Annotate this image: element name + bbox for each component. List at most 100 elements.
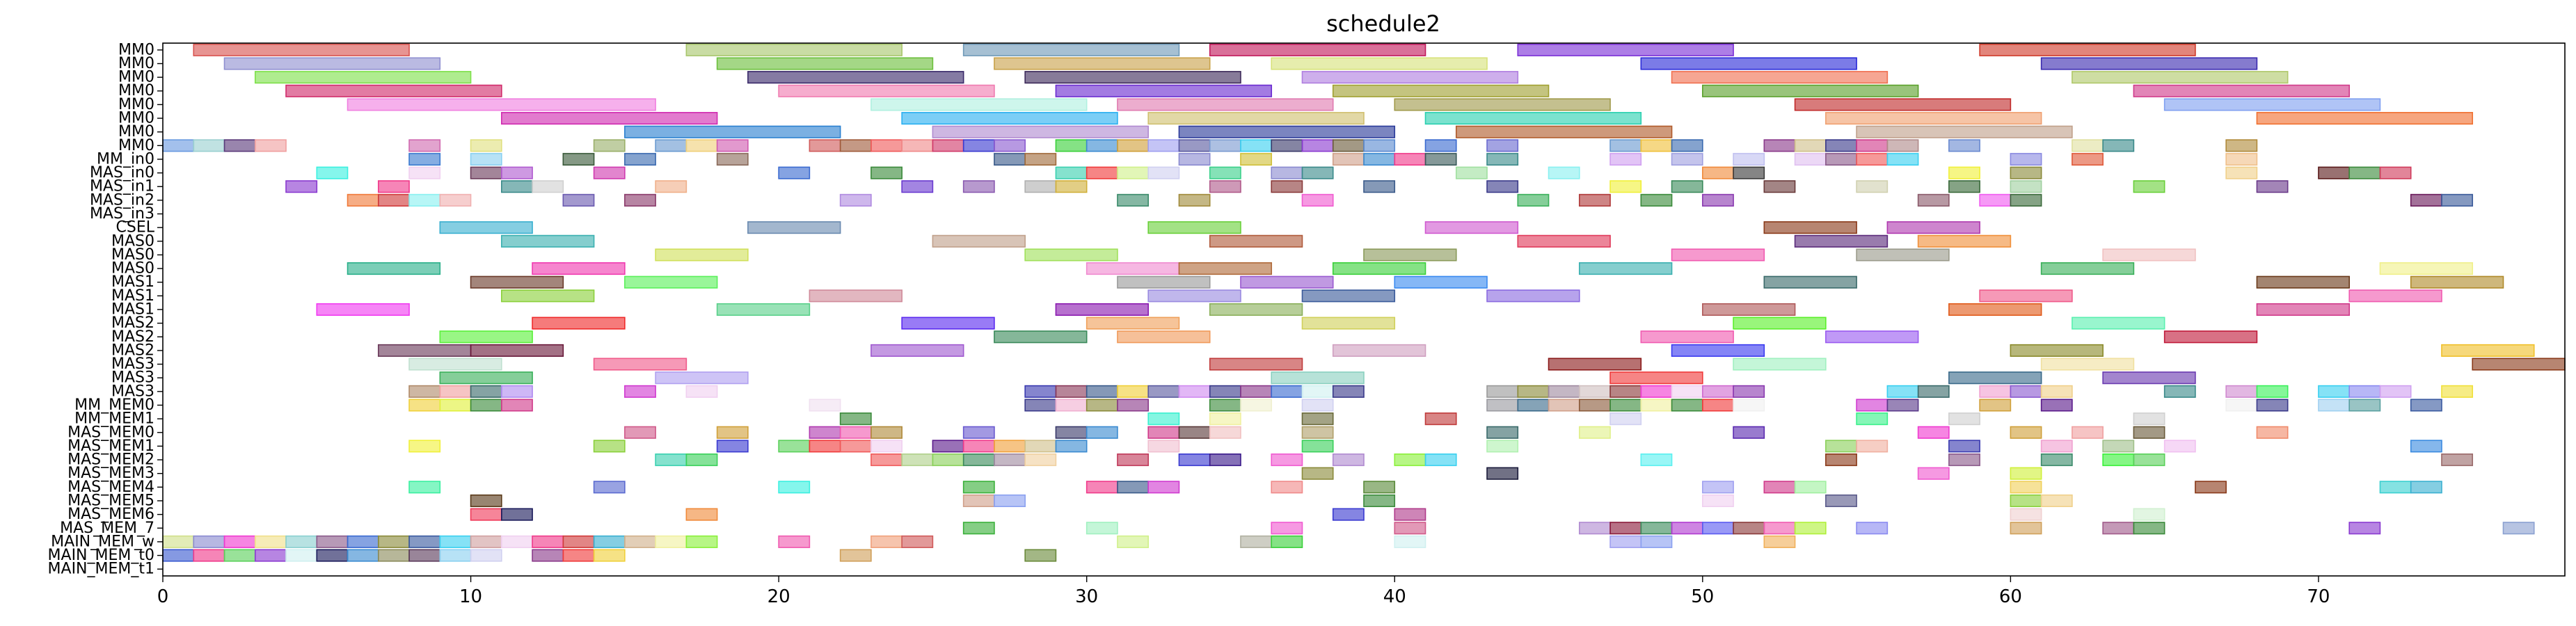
task-bar xyxy=(593,358,687,371)
row-label: MAS_MEM6 xyxy=(67,506,154,523)
row-label: MM0 xyxy=(118,69,154,86)
task-bar xyxy=(2072,139,2104,152)
task-bar xyxy=(1394,522,1426,535)
task-bar xyxy=(624,426,656,439)
task-bar xyxy=(593,166,626,179)
task-bar xyxy=(809,289,903,303)
task-bar xyxy=(1886,385,1919,398)
task-bar xyxy=(501,399,533,412)
row-label: MAIN_MEM_t1 xyxy=(48,561,154,578)
task-bar xyxy=(1240,399,1273,412)
task-bar xyxy=(839,193,872,207)
task-bar xyxy=(162,139,195,152)
task-bar xyxy=(1332,385,1365,398)
task-bar xyxy=(254,535,287,548)
row-label: MAS_MEM3 xyxy=(67,465,154,482)
task-bar xyxy=(1271,57,1488,70)
bars-layer xyxy=(162,43,2566,562)
task-bar xyxy=(1394,535,1426,548)
task-bar xyxy=(1856,180,1889,193)
task-bar xyxy=(1486,385,1519,398)
task-bar xyxy=(1424,111,1642,125)
task-bar xyxy=(809,139,841,152)
task-bar xyxy=(962,180,995,193)
task-bar xyxy=(1209,426,1241,439)
task-bar xyxy=(1424,453,1457,467)
task-bar xyxy=(2010,152,2042,166)
task-bar xyxy=(2225,399,2258,412)
task-bar xyxy=(1240,385,1273,398)
task-bar xyxy=(1178,125,1396,138)
task-bar xyxy=(901,139,934,152)
task-bar xyxy=(2256,180,2289,193)
task-bar xyxy=(655,371,749,385)
task-bar xyxy=(1147,412,1180,426)
task-bar xyxy=(1117,98,1334,111)
task-bar xyxy=(408,399,441,412)
task-bar xyxy=(2410,399,2442,412)
task-bar xyxy=(223,57,441,70)
task-bar xyxy=(1486,289,1580,303)
task-bar xyxy=(254,71,472,84)
task-bar xyxy=(408,549,441,562)
task-bar xyxy=(1609,522,1642,535)
task-bar xyxy=(2133,180,2165,193)
task-bar xyxy=(1055,440,1088,453)
task-bar xyxy=(2102,440,2135,453)
task-bar xyxy=(1424,152,1457,166)
task-bar xyxy=(285,549,318,562)
task-bar xyxy=(1055,180,1088,193)
task-bar xyxy=(2010,467,2042,480)
task-bar xyxy=(1671,248,1765,262)
task-bar xyxy=(839,139,872,152)
task-bar xyxy=(962,426,995,439)
task-bar xyxy=(1671,522,1703,535)
task-bar xyxy=(470,275,564,289)
task-bar xyxy=(1086,262,1180,275)
task-bar xyxy=(2102,522,2135,535)
task-bar xyxy=(377,344,472,357)
task-bar xyxy=(2348,522,2381,535)
task-bar xyxy=(1486,152,1519,166)
task-bar xyxy=(562,152,595,166)
task-bar xyxy=(562,535,595,548)
task-bar xyxy=(1794,152,1827,166)
task-bar xyxy=(2225,152,2258,166)
task-bar xyxy=(1301,139,1334,152)
task-bar xyxy=(1640,193,1673,207)
task-bar xyxy=(1147,289,1241,303)
task-bar xyxy=(316,535,349,548)
task-bar xyxy=(1117,399,1150,412)
task-bar xyxy=(2133,508,2165,521)
task-bar xyxy=(2256,275,2351,289)
task-bar xyxy=(470,385,502,398)
task-bar xyxy=(1702,481,1734,494)
task-bar xyxy=(1702,522,1734,535)
task-bar xyxy=(501,385,533,398)
row-label: MAS_MEM_7 xyxy=(60,520,154,537)
task-bar xyxy=(1178,262,1273,275)
task-bar xyxy=(1024,385,1057,398)
task-bar xyxy=(2163,440,2196,453)
task-bar xyxy=(285,84,502,97)
task-bar xyxy=(1917,467,1950,480)
task-bar xyxy=(1763,275,1857,289)
task-bar xyxy=(1024,248,1118,262)
row-label: MM0 xyxy=(118,82,154,99)
task-bar xyxy=(624,152,656,166)
task-bar xyxy=(1825,330,1919,344)
task-bar xyxy=(593,481,626,494)
task-bar xyxy=(1178,426,1211,439)
task-bar xyxy=(1209,453,1241,467)
task-bar xyxy=(655,535,687,548)
task-bar xyxy=(2133,412,2165,426)
task-bar xyxy=(1147,426,1180,439)
task-bar xyxy=(2318,166,2351,179)
task-bar xyxy=(1825,152,1857,166)
row-label: MAS3 xyxy=(111,355,154,373)
task-bar xyxy=(1733,166,1765,179)
task-bar xyxy=(1271,522,1303,535)
row-label: MAIN_MEM_t0 xyxy=(48,547,154,564)
task-bar xyxy=(1117,139,1150,152)
x-tick-label: 50 xyxy=(1691,586,1714,607)
